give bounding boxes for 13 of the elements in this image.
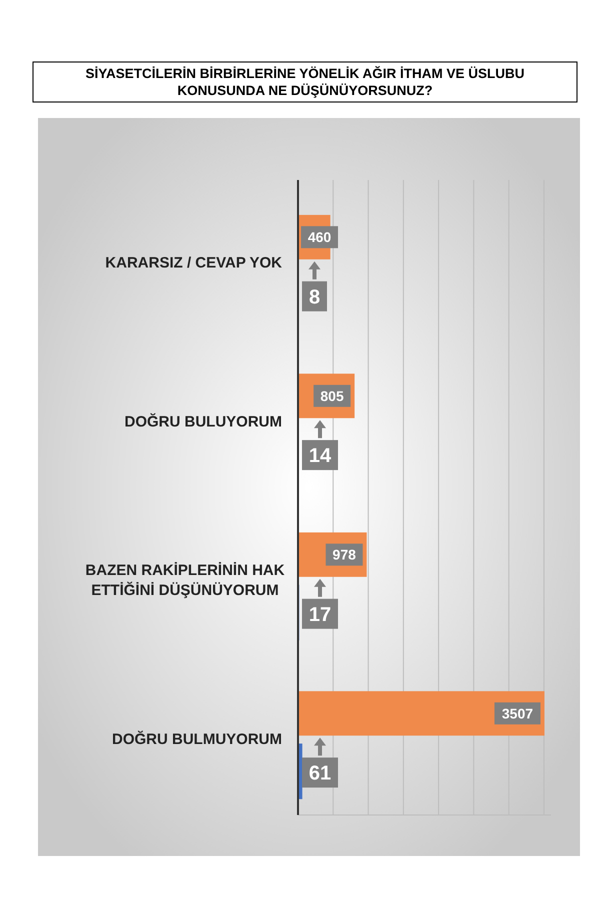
data-label: 805	[320, 388, 344, 404]
y-tick-label: DOĞRU BULMUYORUM	[112, 730, 282, 748]
data-label: 14	[308, 445, 332, 468]
data-label: 460	[308, 229, 332, 246]
y-tick-label: DOĞRU BULUYORUM	[124, 412, 282, 430]
data-label: 61	[308, 762, 332, 785]
data-label: 17	[308, 604, 332, 626]
y-tick-label: KARARSIZ / CEVAP YOK	[105, 254, 282, 272]
data-label: 3507	[502, 705, 534, 722]
y-tick-label: BAZEN RAKİPLERİNİN HAK ETTİĞİNİ DÜŞÜNÜYORUM	[85, 562, 285, 600]
data-label: 8	[308, 286, 320, 308]
chart-title: SİYASETCİLERİN BİRBİRLERİNE YÖNELİK AĞIR İTHAM VE ÜSLUBU KONUSUNDA NE DÜŞÜNÜYORSUNUZ?	[85, 66, 525, 98]
data-label: 978	[332, 546, 356, 563]
